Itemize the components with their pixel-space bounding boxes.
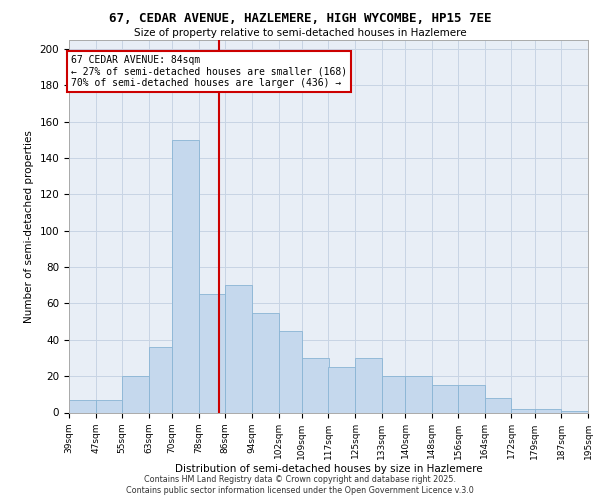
Y-axis label: Number of semi-detached properties: Number of semi-detached properties bbox=[24, 130, 34, 322]
Text: Contains public sector information licensed under the Open Government Licence v.: Contains public sector information licen… bbox=[126, 486, 474, 495]
Text: Size of property relative to semi-detached houses in Hazlemere: Size of property relative to semi-detach… bbox=[134, 28, 466, 38]
Text: 67, CEDAR AVENUE, HAZLEMERE, HIGH WYCOMBE, HP15 7EE: 67, CEDAR AVENUE, HAZLEMERE, HIGH WYCOMB… bbox=[109, 12, 491, 26]
Bar bbox=[252, 312, 278, 412]
Bar bbox=[405, 376, 431, 412]
Text: Contains HM Land Registry data © Crown copyright and database right 2025.: Contains HM Land Registry data © Crown c… bbox=[144, 475, 456, 484]
Bar bbox=[199, 294, 226, 412]
Bar bbox=[485, 398, 511, 412]
Bar bbox=[329, 367, 355, 412]
Bar bbox=[172, 140, 199, 412]
Bar bbox=[226, 286, 252, 412]
Bar bbox=[122, 376, 149, 412]
Bar bbox=[149, 347, 172, 412]
Bar bbox=[382, 376, 405, 412]
Bar bbox=[431, 385, 458, 412]
Bar bbox=[562, 410, 588, 412]
Bar bbox=[535, 409, 562, 412]
Bar bbox=[458, 385, 485, 412]
Bar bbox=[278, 330, 302, 412]
Bar bbox=[302, 358, 329, 412]
Bar bbox=[511, 409, 535, 412]
Text: 67 CEDAR AVENUE: 84sqm
← 27% of semi-detached houses are smaller (168)
70% of se: 67 CEDAR AVENUE: 84sqm ← 27% of semi-det… bbox=[71, 54, 347, 88]
Bar bbox=[69, 400, 95, 412]
Bar bbox=[95, 400, 122, 412]
X-axis label: Distribution of semi-detached houses by size in Hazlemere: Distribution of semi-detached houses by … bbox=[175, 464, 482, 474]
Bar bbox=[355, 358, 382, 412]
